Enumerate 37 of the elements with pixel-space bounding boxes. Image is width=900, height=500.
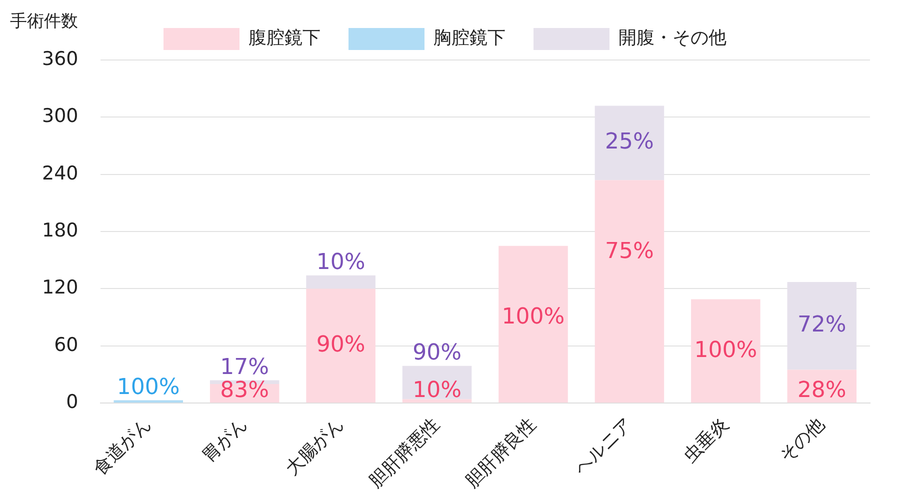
annotation: 10% bbox=[412, 378, 462, 403]
y-tick-label: 240 bbox=[42, 162, 78, 184]
bar bbox=[594, 180, 664, 403]
x-tick-label: その他 bbox=[776, 414, 829, 467]
y-tick-label: 120 bbox=[42, 276, 78, 299]
y-tick-label: 180 bbox=[42, 219, 78, 242]
bar bbox=[114, 400, 184, 403]
legend-label: 腹腔鏡下 bbox=[248, 28, 320, 49]
annotation: 100% bbox=[116, 374, 180, 400]
annotation: 100% bbox=[502, 304, 565, 330]
y-tick-label: 300 bbox=[42, 105, 78, 128]
x-tick-label: 胃がん bbox=[198, 414, 252, 467]
x-tick-label: 虫垂炎 bbox=[679, 414, 733, 467]
annotation: 17% bbox=[220, 354, 270, 380]
legend-label: 胸腔鏡下 bbox=[434, 28, 506, 49]
annotation: 10% bbox=[316, 250, 366, 276]
y-axis-title: 手術件数 bbox=[10, 11, 78, 32]
bar bbox=[498, 246, 568, 403]
x-tick-label: 大腸がん bbox=[282, 414, 348, 480]
y-tick-label: 360 bbox=[42, 48, 78, 70]
legend-label: 開腹・その他 bbox=[618, 28, 726, 49]
annotation: 100% bbox=[694, 338, 758, 363]
annotation: 83% bbox=[220, 378, 270, 403]
annotation: 72% bbox=[797, 312, 846, 338]
annotation: 90% bbox=[412, 340, 462, 366]
x-tick-label: ヘルニア bbox=[570, 414, 636, 480]
annotation: 25% bbox=[605, 130, 654, 155]
x-tick-label: 胆肝膵悪性 bbox=[365, 414, 444, 492]
annotation: 28% bbox=[797, 378, 846, 403]
bar bbox=[306, 288, 376, 403]
annotation: 90% bbox=[316, 332, 366, 358]
bar bbox=[691, 299, 760, 403]
y-tick-label: 0 bbox=[66, 391, 78, 414]
x-tick-label: 食道がん bbox=[89, 414, 156, 480]
y-tick-label: 60 bbox=[54, 334, 78, 356]
annotation: 75% bbox=[605, 238, 654, 264]
x-tick-label: 胆肝膵良性 bbox=[462, 414, 540, 492]
